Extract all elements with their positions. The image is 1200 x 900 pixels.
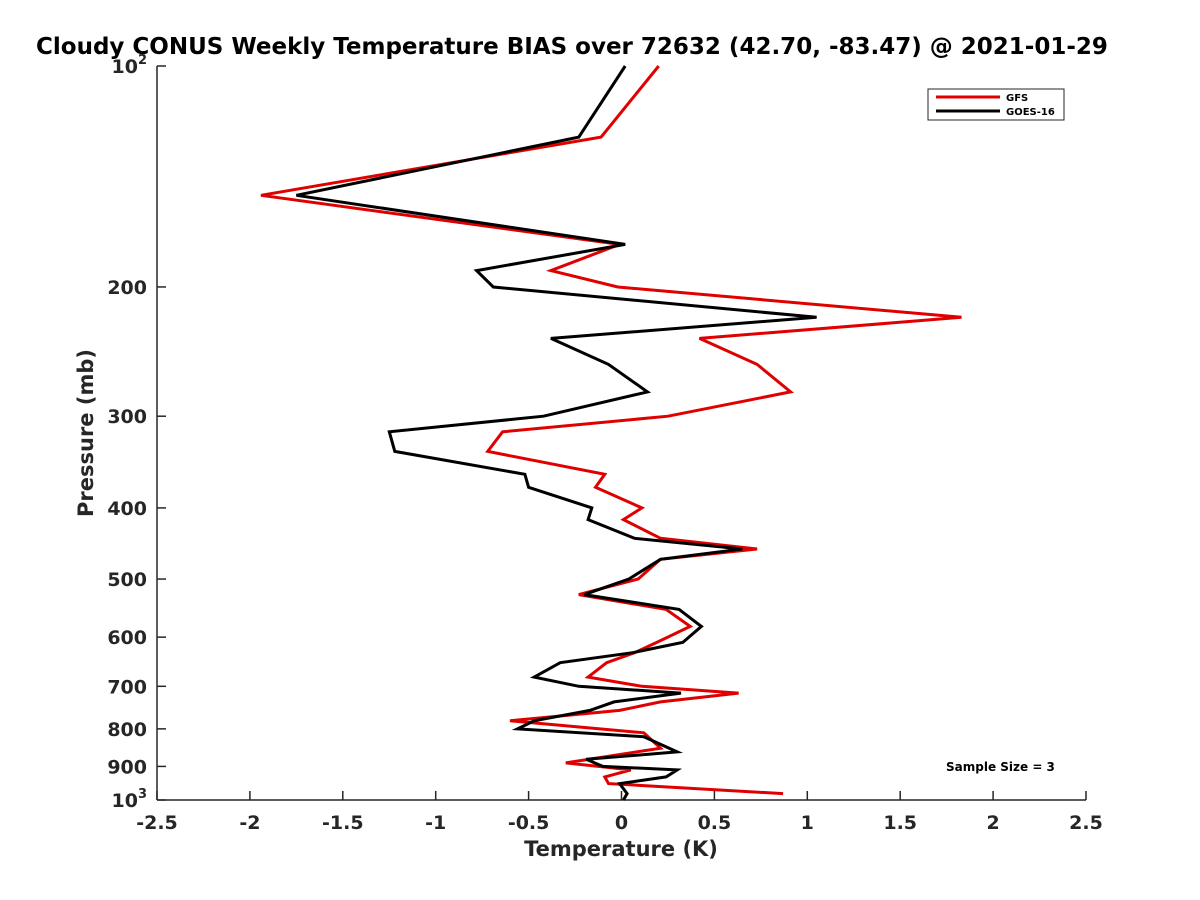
legend-label-gfs: GFS <box>1006 93 1028 104</box>
y-tick-label: 700 <box>107 676 147 698</box>
y-tick-label: 300 <box>107 406 147 428</box>
y-tick-label: 102 <box>112 53 148 78</box>
legend: GFS GOES-16 <box>927 88 1065 121</box>
y-tick-label: 400 <box>107 498 147 520</box>
y-tick-label: 600 <box>107 627 147 649</box>
plot-area: -2.5 -2 -1.5 -1 -0.5 0 0.5 1 1.5 2 2.5 102 200 300 40… <box>107 53 1103 834</box>
x-tick-label: 2 <box>986 812 999 834</box>
x-tick-label: -1.5 <box>322 812 364 834</box>
series-line-goes-16 <box>296 65 817 801</box>
x-tick-label: -0.5 <box>508 812 550 834</box>
x-tick-label: 1.5 <box>883 812 917 834</box>
chart-title: Cloudy CONUS Weekly Temperature BIAS ove… <box>36 34 1108 60</box>
x-tick-label: -2.5 <box>136 812 178 834</box>
y-tick-label: 800 <box>107 719 147 741</box>
legend-box <box>927 88 1065 121</box>
y-tick-label: 200 <box>107 277 147 299</box>
y-tick-label: 500 <box>107 569 147 591</box>
x-tick-label: 0.5 <box>698 812 732 834</box>
x-axis-ticks: -2.5 -2 -1.5 -1 -0.5 0 0.5 1 1.5 2 2.5 <box>136 791 1103 834</box>
x-tick-label: 2.5 <box>1069 812 1103 834</box>
y-axis-ticks: 102 200 300 400 500 600 700 800 900 103 <box>107 53 166 812</box>
x-tick-label: 1 <box>801 812 814 834</box>
x-axis-label: Temperature (K) <box>524 837 718 861</box>
x-tick-label: -2 <box>239 812 260 834</box>
sample-size-annotation: Sample Size = 3 <box>946 760 1055 774</box>
x-tick-label: 0 <box>615 812 628 834</box>
legend-label-goes-16: GOES-16 <box>1006 107 1055 118</box>
series-lines <box>260 65 962 801</box>
x-tick-label: -1 <box>425 812 446 834</box>
y-tick-label: 900 <box>107 756 147 778</box>
series-line-gfs <box>260 65 962 796</box>
y-axis-label: Pressure (mb) <box>74 349 98 517</box>
y-tick-label: 103 <box>112 787 148 812</box>
